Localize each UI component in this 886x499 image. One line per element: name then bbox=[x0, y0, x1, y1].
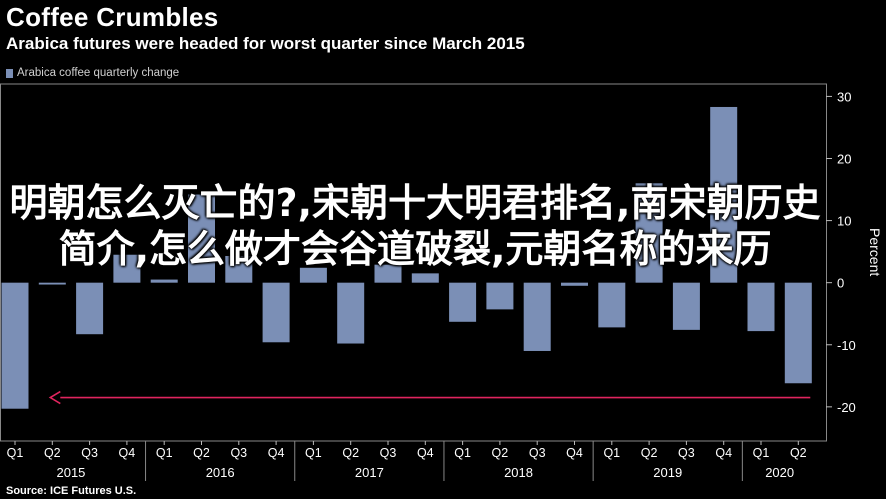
source-note: Source: ICE Futures U.S. bbox=[6, 485, 137, 497]
chart-title: Coffee Crumbles bbox=[6, 2, 219, 32]
bar bbox=[337, 282, 365, 344]
x-tick-label: Q1 bbox=[7, 446, 24, 460]
x-tick-label: Q4 bbox=[268, 446, 285, 460]
x-year-label: 2020 bbox=[765, 465, 794, 480]
legend-label: Arabica coffee quarterly change bbox=[17, 67, 180, 79]
x-tick-label: Q3 bbox=[678, 446, 695, 460]
legend: Arabica coffee quarterly change bbox=[6, 67, 179, 79]
x-tick-label: Q2 bbox=[492, 446, 509, 460]
x-tick-label: Q1 bbox=[753, 446, 770, 460]
x-tick-label: Q3 bbox=[380, 446, 397, 460]
x-tick-label: Q4 bbox=[119, 446, 136, 460]
plot-frame bbox=[0, 83, 827, 442]
x-tick-label: Q1 bbox=[305, 446, 322, 460]
bar bbox=[561, 282, 588, 286]
bar bbox=[635, 183, 663, 283]
bar bbox=[747, 282, 775, 332]
x-year-label: 2016 bbox=[206, 465, 235, 480]
x-tick-label: Q3 bbox=[529, 446, 546, 460]
bar bbox=[1, 282, 29, 409]
y-tick-label: 20 bbox=[837, 152, 851, 167]
y-axis-label: Percent bbox=[867, 228, 883, 276]
x-tick-label: Q1 bbox=[156, 446, 173, 460]
y-tick-label: 0 bbox=[837, 276, 844, 291]
bar bbox=[523, 282, 551, 351]
y-tick-label: 10 bbox=[837, 214, 851, 229]
bar bbox=[449, 282, 477, 322]
x-tick-label: Q1 bbox=[454, 446, 471, 460]
legend-swatch bbox=[6, 68, 13, 78]
x-tick-label: Q1 bbox=[603, 446, 620, 460]
bar bbox=[113, 254, 141, 283]
annotation-arrow-head bbox=[48, 390, 61, 405]
chart-subtitle: Arabica futures were headed for worst qu… bbox=[6, 34, 525, 53]
bar bbox=[76, 282, 104, 335]
x-tick-label: Q4 bbox=[417, 446, 434, 460]
bar bbox=[784, 282, 812, 384]
bar bbox=[188, 194, 215, 283]
bar bbox=[150, 279, 178, 283]
x-tick-label: Q4 bbox=[566, 446, 583, 460]
bar bbox=[486, 282, 514, 310]
x-tick-label: Q4 bbox=[715, 446, 732, 460]
y-tick-label: -20 bbox=[837, 400, 856, 415]
bar bbox=[38, 282, 66, 285]
y-tick-label: -10 bbox=[837, 338, 856, 353]
bar bbox=[225, 255, 253, 283]
bar bbox=[672, 282, 700, 330]
bar bbox=[299, 267, 327, 283]
x-year-label: 2017 bbox=[355, 465, 384, 480]
x-year-label: 2015 bbox=[56, 465, 85, 480]
x-tick-label: Q2 bbox=[44, 446, 61, 460]
x-year-label: 2019 bbox=[653, 465, 682, 480]
x-tick-label: Q2 bbox=[342, 446, 359, 460]
y-tick-label: 30 bbox=[837, 89, 851, 104]
x-tick-label: Q3 bbox=[81, 446, 98, 460]
x-tick-label: Q2 bbox=[641, 446, 658, 460]
bar bbox=[262, 282, 290, 343]
bar bbox=[411, 273, 439, 283]
bar bbox=[598, 282, 626, 328]
bar bbox=[374, 264, 402, 283]
bar bbox=[710, 106, 738, 283]
x-year-label: 2018 bbox=[504, 465, 533, 480]
x-tick-label: Q2 bbox=[193, 446, 210, 460]
x-tick-label: Q3 bbox=[230, 446, 247, 460]
x-tick-label: Q2 bbox=[790, 446, 807, 460]
